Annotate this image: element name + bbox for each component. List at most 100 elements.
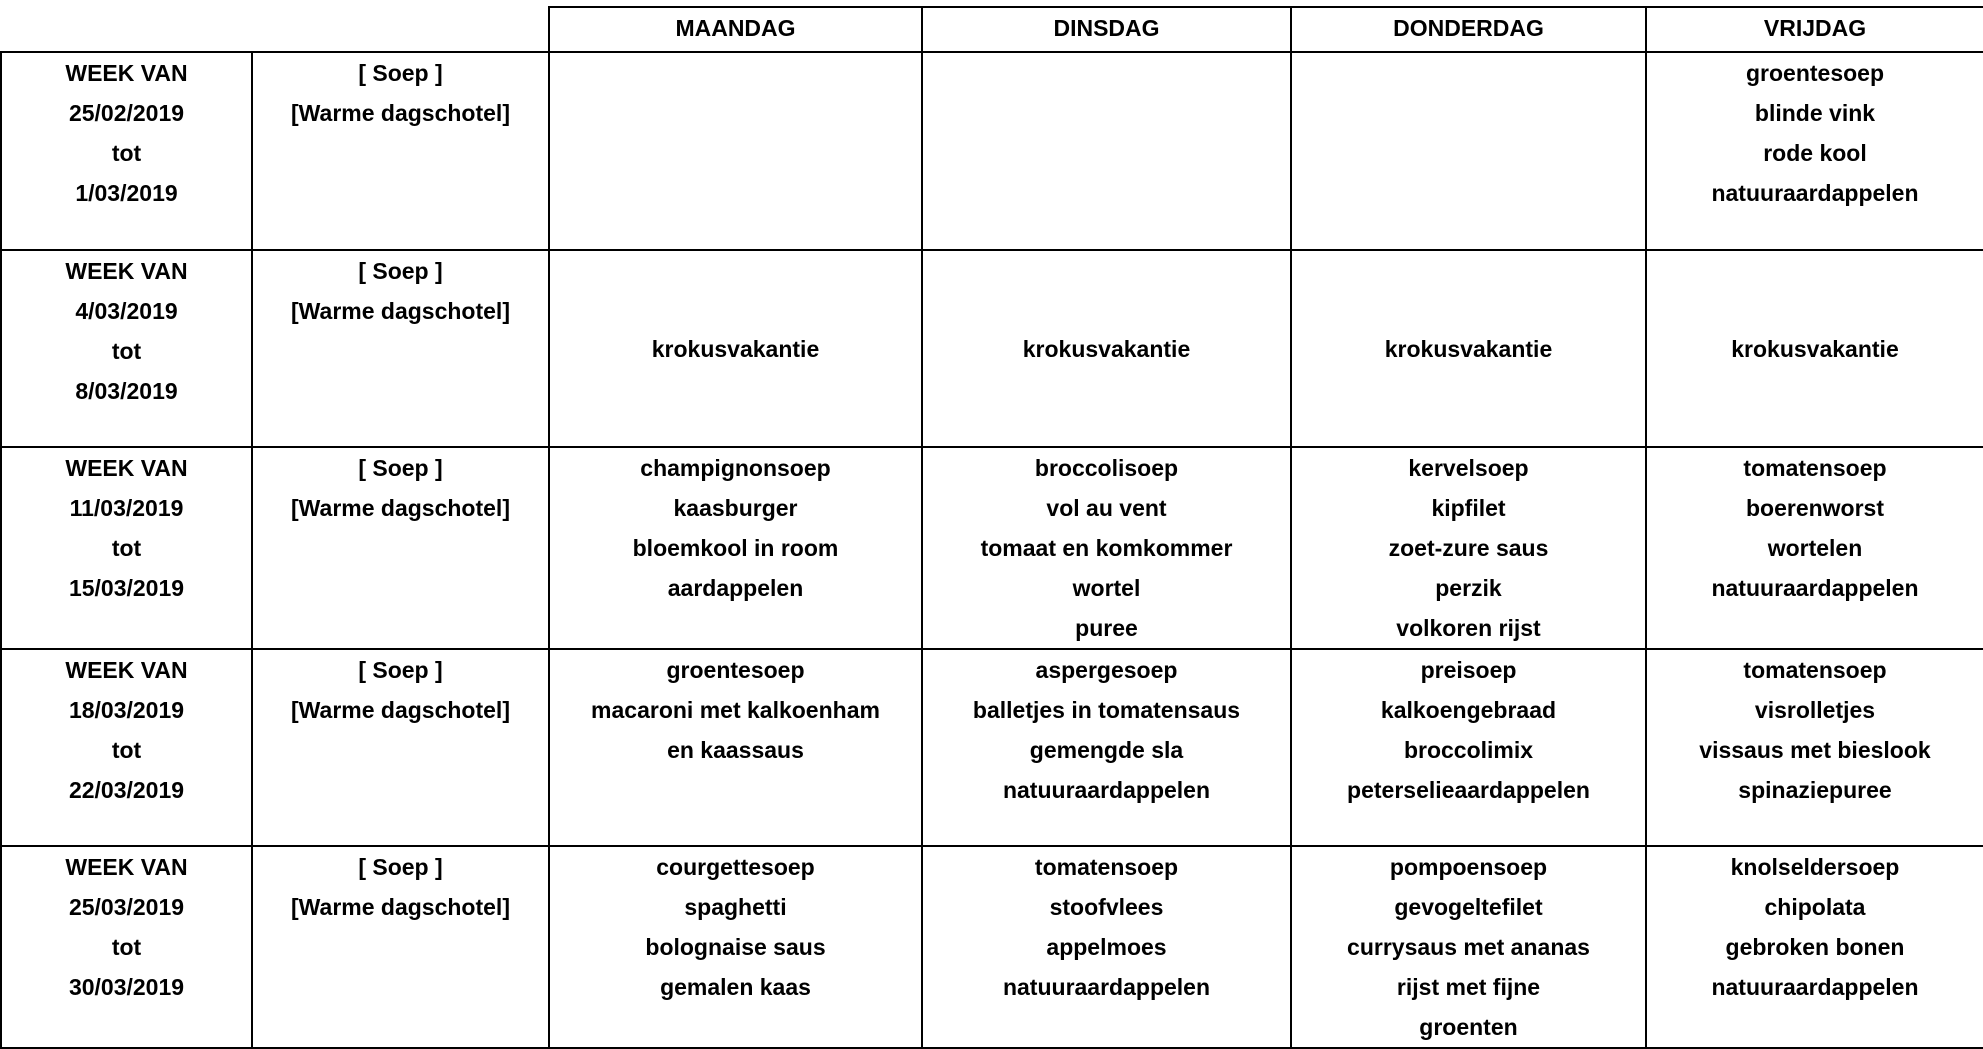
blank-cell <box>252 7 549 52</box>
menu-line: natuuraardappelen <box>1711 974 1919 1000</box>
menu-line: visrolletjes <box>1754 697 1876 723</box>
week-cell: WEEK VAN 25/03/2019 tot 30/03/2019 <box>0 845 253 1049</box>
menu-line: [ Soep ] <box>358 854 443 880</box>
menu-cell: tomatensoep stoofvlees appelmoes natuuraard… <box>921 845 1292 1049</box>
menu-line: krokusvakantie <box>1731 335 1899 362</box>
menu-line: 8/03/2019 <box>75 378 178 404</box>
menu-cell: aspergesoep balletjes in tomatensaus gemen… <box>921 648 1292 847</box>
menu-line: groentesoep <box>666 657 805 683</box>
menu-line: tot <box>111 338 142 364</box>
menu-line: krokusvakantie <box>1022 335 1191 362</box>
menu-line: kervelsoep <box>1408 455 1529 481</box>
menu-line: krokusvakantie <box>651 335 820 362</box>
menu-line: macaroni met kalkoenham <box>591 697 880 723</box>
menu-line: 25/03/2019 <box>68 894 185 920</box>
menu-line: champignonsoep <box>640 455 831 481</box>
menu-line: WEEK VAN <box>65 854 188 880</box>
menu-cell <box>548 51 923 251</box>
menu-cell: krokusvakantie <box>921 249 1292 448</box>
menu-cell <box>921 51 1292 251</box>
menu-cell: groentesoep macaroni met kalkoenham en kaa… <box>548 648 923 847</box>
menu-line: natuuraardappelen <box>1711 575 1919 601</box>
week-row: WEEK VAN 25/02/2019 tot 1/03/2019 [ Soep ] [W… <box>0 51 1983 251</box>
menu-cell: pompoensoep gevogeltefilet currysaus met a… <box>1290 845 1647 1049</box>
menu-cell <box>1290 51 1647 251</box>
menu-line: perzik <box>1435 575 1502 601</box>
menu-cell: champignonsoep kaasburger bloemkool in roo… <box>548 446 923 650</box>
menu-line: tomaat en komkommer <box>980 535 1233 561</box>
menu-line: knolseldersoep <box>1730 854 1900 880</box>
menu-line: krokusvakantie <box>1384 335 1553 362</box>
menu-line: preisoep <box>1420 657 1517 683</box>
label-cell: [ Soep ] [Warme dagschotel] <box>251 51 550 251</box>
label-cell: [ Soep ] [Warme dagschotel] <box>251 648 550 847</box>
header-row: MAANDAG DINSDAG DONDERDAG VRIJDAG <box>1 6 1983 53</box>
menu-line: broccolisoep <box>1034 455 1179 481</box>
week-row: WEEK VAN 11/03/2019 tot 15/03/2019 [ Soep ][… <box>0 446 1983 650</box>
week-cell: WEEK VAN 4/03/2019 tot 8/03/2019 <box>0 249 253 448</box>
menu-cell: tomatensoep visrolletjes vissaus met biesl… <box>1645 648 1983 847</box>
menu-line: groentesoep <box>1745 60 1885 86</box>
week-row: WEEK VAN 4/03/2019 tot 8/03/2019 [ Soep ] [Wa… <box>0 249 1983 448</box>
menu-line: tomatensoep <box>1743 455 1887 481</box>
blank-cell <box>1 7 252 52</box>
week-cell: WEEK VAN 18/03/2019 tot 22/03/2019 <box>0 648 253 847</box>
menu-line: rode kool <box>1763 140 1867 166</box>
menu-cell: tomatensoep boerenworst wortelen natuuraard… <box>1645 446 1983 650</box>
day-header: DINSDAG <box>921 6 1292 53</box>
menu-line: gemalen kaas <box>660 974 811 1000</box>
menu-line: WEEK VAN <box>65 657 188 683</box>
menu-line: tot <box>111 934 142 960</box>
menu-line: tot <box>111 535 142 561</box>
week-row: WEEK VAN 18/03/2019 tot 22/03/2019[ Soep ][… <box>0 648 1983 847</box>
menu-line: 25/02/2019 <box>68 100 185 126</box>
menu-line: blinde vink <box>1754 100 1876 126</box>
menu-line: 15/03/2019 <box>68 575 185 601</box>
week-cell: WEEK VAN 11/03/2019 tot 15/03/2019 <box>0 446 253 650</box>
menu-line: pompoensoep <box>1389 854 1548 880</box>
menu-line: 18/03/2019 <box>68 697 185 723</box>
menu-line: tomatensoep <box>1034 854 1179 880</box>
menu-line: WEEK VAN <box>65 455 188 481</box>
menu-line: tomatensoep <box>1743 657 1887 683</box>
day-header: DONDERDAG <box>1290 6 1647 53</box>
week-row: WEEK VAN 25/03/2019 tot 30/03/2019[ Soep ][… <box>0 845 1983 1049</box>
menu-line: natuuraardappelen <box>1711 180 1919 206</box>
menu-line: stoofvlees <box>1049 894 1164 920</box>
menu-line: 4/03/2019 <box>75 298 178 324</box>
menu-cell: groentesoep blinde vink rode kool natuuraar… <box>1645 51 1983 251</box>
menu-line: [Warme dagschotel] <box>291 298 510 324</box>
menu-line: kaasburger <box>673 495 798 521</box>
menu-line: [ Soep ] <box>358 657 443 683</box>
menu-line: [Warme dagschotel] <box>291 697 510 723</box>
menu-line: courgettesoep <box>656 854 815 880</box>
menu-line: gemengde sla <box>1029 737 1184 763</box>
label-cell: [ Soep ] [Warme dagschotel] <box>251 249 550 448</box>
menu-table: MAANDAG DINSDAG DONDERDAG VRIJDAG WEEK VAN 25… <box>0 6 1983 1049</box>
menu-line: aspergesoep <box>1035 657 1178 683</box>
menu-line: puree <box>1075 615 1138 641</box>
menu-line: gebroken bonen <box>1725 934 1905 960</box>
menu-line: [ Soep ] <box>358 60 443 86</box>
menu-line: currysaus met ananas <box>1347 934 1590 960</box>
menu-line: gevogeltefilet <box>1394 894 1543 920</box>
menu-line: kalkoengebraad <box>1380 697 1557 723</box>
menu-line: rijst met fijne <box>1396 974 1541 1000</box>
menu-line: WEEK VAN <box>65 258 188 284</box>
menu-line: bolognaise saus <box>645 934 826 960</box>
menu-line: boerenworst <box>1745 495 1885 521</box>
menu-line: volkoren rijst <box>1396 615 1541 641</box>
menu-cell: krokusvakantie <box>548 249 923 448</box>
label-cell: [ Soep ] [Warme dagschotel] <box>251 446 550 650</box>
menu-line: wortel <box>1072 575 1141 601</box>
menu-line: 22/03/2019 <box>68 777 185 803</box>
menu-line: aardappelen <box>667 575 804 601</box>
day-header: MAANDAG <box>548 6 923 53</box>
menu-line: 11/03/2019 <box>69 495 184 521</box>
menu-cell: knolseldersoep chipolata gebroken bonen nat… <box>1645 845 1983 1049</box>
menu-line: appelmoes <box>1046 934 1167 960</box>
menu-line: tot <box>111 140 142 166</box>
menu-line: groenten <box>1419 1014 1518 1040</box>
menu-cell: krokusvakantie <box>1645 249 1983 448</box>
day-header: VRIJDAG <box>1645 6 1983 53</box>
